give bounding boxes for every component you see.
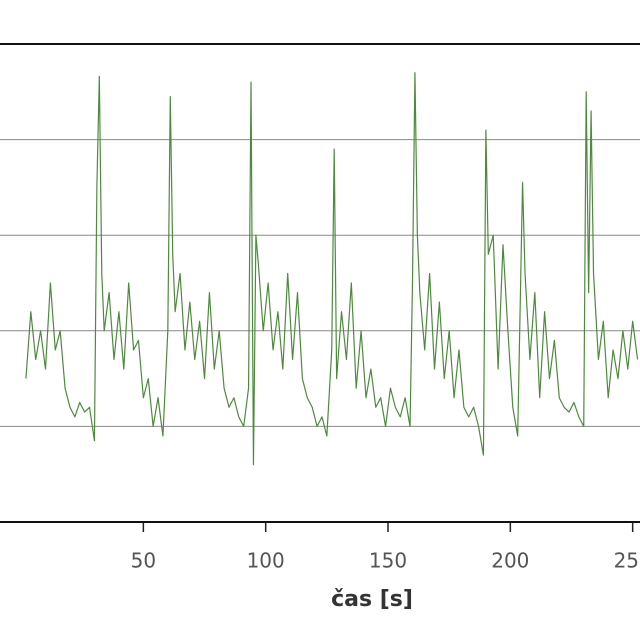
x-tick-label: 150: [369, 549, 407, 573]
x-axis-label: čas [s]: [331, 587, 413, 612]
x-tick-label: 200: [491, 549, 529, 573]
x-tick-label: 50: [131, 549, 156, 573]
x-tick-label: 250: [614, 549, 640, 573]
data-line: [25, 72, 639, 466]
x-tick-label: 100: [247, 549, 285, 573]
